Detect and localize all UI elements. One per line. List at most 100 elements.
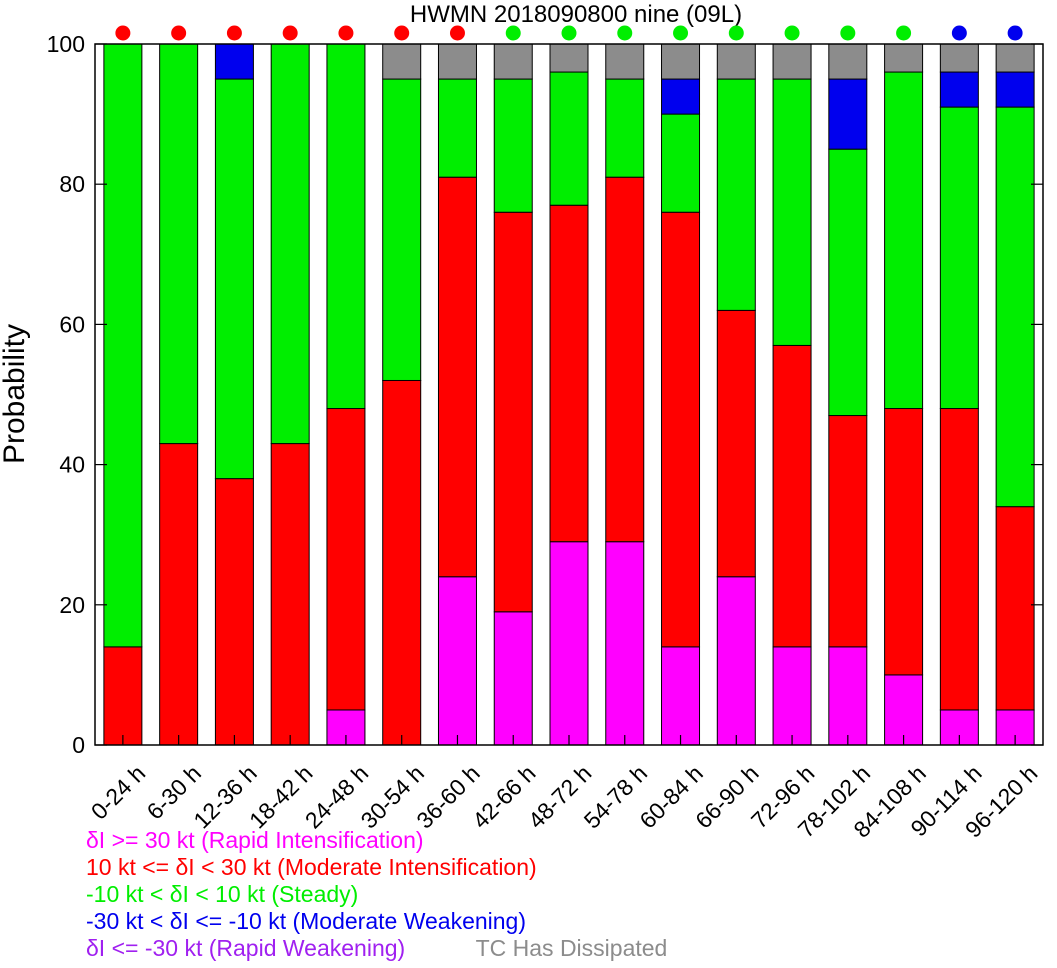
bar-steady-78-102-h — [828, 148, 868, 417]
y-axis-label: Probability — [0, 324, 31, 464]
y-tick-label-0: 0 — [72, 732, 85, 758]
bar-steady-96-120-h — [995, 106, 1035, 508]
bar-steady-54-78-h — [605, 78, 645, 178]
bar-steady-18-42-h — [270, 43, 310, 445]
bar-dissipated-30-54-h — [382, 43, 422, 80]
bar-moderate-weakening-12-36-h — [214, 43, 254, 80]
bar-moderate-intensification-6-30-h — [159, 443, 199, 746]
bar-rapid-intensification-48-72-h — [549, 541, 589, 746]
bar-moderate-intensification-54-78-h — [605, 176, 645, 543]
bar-moderate-intensification-66-90-h — [716, 309, 756, 578]
bar-moderate-intensification-24-48-h — [326, 408, 366, 711]
top-marker-42-66-h — [505, 25, 521, 41]
legend-entry-dissipated: TC Has Dissipated — [475, 935, 668, 961]
bar-moderate-intensification-30-54-h — [382, 379, 422, 746]
bar-steady-72-96-h — [772, 78, 812, 346]
top-marker-12-36-h — [226, 25, 242, 41]
y-tick-label-100: 100 — [47, 31, 85, 57]
bar-steady-6-30-h — [159, 43, 199, 445]
bars-layer — [103, 43, 1035, 746]
legend-entry-moderate-intensification: 10 kt <= δI < 30 kt (Moderate Intensific… — [86, 854, 537, 880]
legend: δI >= 30 kt (Rapid Intensification) 10 k… — [86, 827, 667, 962]
top-marker-18-42-h — [282, 25, 298, 41]
bar-steady-60-84-h — [661, 113, 701, 213]
top-marker-60-84-h — [673, 25, 689, 41]
bar-rapid-intensification-42-66-h — [493, 611, 533, 746]
top-marker-54-78-h — [617, 25, 633, 41]
bar-moderate-intensification-0-24-h — [103, 646, 143, 746]
bar-dissipated-90-114-h — [939, 43, 979, 73]
bar-steady-42-66-h — [493, 78, 533, 213]
bar-dissipated-78-102-h — [828, 43, 868, 80]
bar-dissipated-36-60-h — [437, 43, 477, 80]
y-tick-label-80: 80 — [59, 171, 85, 197]
y-tick-label-20: 20 — [59, 592, 85, 618]
top-marker-24-48-h — [338, 25, 354, 41]
top-marker-90-114-h — [951, 25, 967, 41]
legend-row-moderate-intensification: 10 kt <= δI < 30 kt (Moderate Intensific… — [86, 854, 667, 881]
bar-steady-66-90-h — [716, 78, 756, 311]
bar-dissipated-66-90-h — [716, 43, 756, 80]
top-marker-66-90-h — [728, 25, 744, 41]
bar-moderate-intensification-96-120-h — [995, 506, 1035, 711]
bar-moderate-intensification-36-60-h — [437, 176, 477, 578]
top-marker-72-96-h — [784, 25, 800, 41]
legend-entry-steady: -10 kt < δI < 10 kt (Steady) — [86, 881, 359, 907]
bar-moderate-intensification-42-66-h — [493, 211, 533, 613]
top-marker-30-54-h — [394, 25, 410, 41]
bar-moderate-intensification-78-102-h — [828, 415, 868, 648]
plot-frame — [94, 43, 1044, 746]
bar-steady-24-48-h — [326, 43, 366, 410]
bar-rapid-intensification-84-108-h — [884, 674, 924, 746]
bar-dissipated-84-108-h — [884, 43, 924, 73]
top-marker-6-30-h — [171, 25, 187, 41]
top-marker-0-24-h — [115, 25, 131, 41]
bar-moderate-intensification-72-96-h — [772, 344, 812, 648]
bar-moderate-intensification-12-36-h — [214, 478, 254, 746]
bar-steady-90-114-h — [939, 106, 979, 410]
bar-steady-12-36-h — [214, 78, 254, 480]
bar-steady-0-24-h — [103, 43, 143, 648]
bar-moderate-intensification-18-42-h — [270, 443, 310, 746]
bar-rapid-intensification-60-84-h — [661, 646, 701, 746]
bar-rapid-intensification-66-90-h — [716, 576, 756, 746]
top-markers — [115, 25, 1023, 41]
top-marker-84-108-h — [896, 25, 912, 41]
bar-moderate-weakening-60-84-h — [661, 78, 701, 115]
top-marker-96-120-h — [1007, 25, 1023, 41]
bar-moderate-weakening-96-120-h — [995, 71, 1035, 108]
top-marker-48-72-h — [561, 25, 577, 41]
bar-moderate-intensification-60-84-h — [661, 211, 701, 648]
legend-row-rapid-weakening: δI <= -30 kt (Rapid Weakening) TC Has Di… — [86, 935, 667, 962]
bar-moderate-weakening-90-114-h — [939, 71, 979, 108]
chart-title: HWMN 2018090800 nine (09L) — [410, 1, 742, 28]
bar-dissipated-72-96-h — [772, 43, 812, 80]
bar-dissipated-42-66-h — [493, 43, 533, 80]
bar-rapid-intensification-54-78-h — [605, 541, 645, 746]
bar-dissipated-48-72-h — [549, 43, 589, 73]
bar-steady-48-72-h — [549, 71, 589, 206]
bar-dissipated-96-120-h — [995, 43, 1035, 73]
legend-entry-rapid-intensification: δI >= 30 kt (Rapid Intensification) — [86, 827, 424, 853]
bar-steady-30-54-h — [382, 78, 422, 381]
bar-moderate-weakening-78-102-h — [828, 78, 868, 150]
bar-dissipated-54-78-h — [605, 43, 645, 80]
top-marker-78-102-h — [840, 25, 856, 41]
bar-steady-84-108-h — [884, 71, 924, 410]
bar-rapid-intensification-36-60-h — [437, 576, 477, 746]
top-marker-36-60-h — [449, 25, 465, 41]
y-tick-label-60: 60 — [59, 311, 85, 337]
bar-moderate-intensification-48-72-h — [549, 204, 589, 543]
legend-entry-rapid-weakening: δI <= -30 kt (Rapid Weakening) — [86, 935, 406, 961]
bar-moderate-intensification-90-114-h — [939, 408, 979, 711]
legend-row-rapid-intensification: δI >= 30 kt (Rapid Intensification) — [86, 827, 667, 854]
bar-rapid-intensification-72-96-h — [772, 646, 812, 746]
legend-row-moderate-weakening: -30 kt < δI <= -10 kt (Moderate Weakenin… — [86, 908, 667, 935]
bar-steady-36-60-h — [437, 78, 477, 178]
bar-dissipated-60-84-h — [661, 43, 701, 80]
axes — [94, 43, 1044, 746]
legend-row-steady: -10 kt < δI < 10 kt (Steady) — [86, 881, 667, 908]
legend-entry-moderate-weakening: -30 kt < δI <= -10 kt (Moderate Weakenin… — [86, 908, 527, 934]
y-tick-labels: 0 20 40 60 80 100 — [47, 31, 85, 758]
